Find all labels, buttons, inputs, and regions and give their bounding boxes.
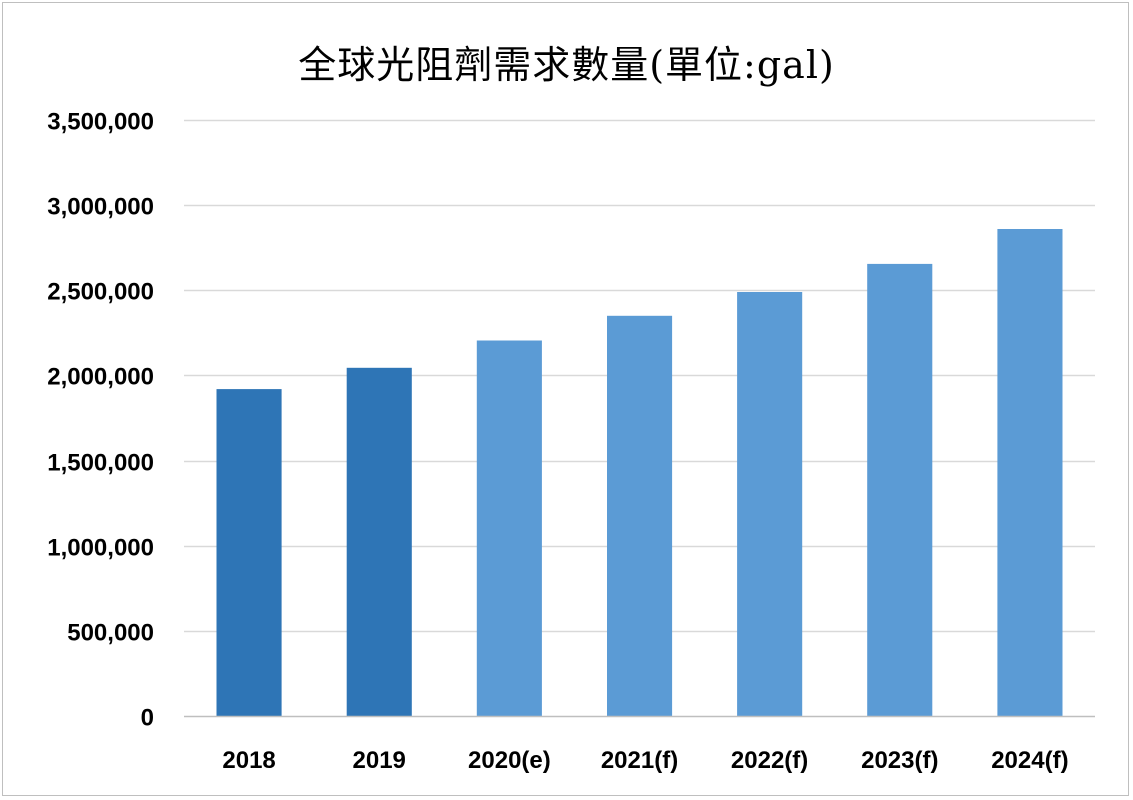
y-tick-label: 1,500,000 [47, 450, 154, 477]
x-tick-label: 2022(f) [731, 747, 808, 774]
bars [216, 229, 1063, 716]
y-tick-labels: 0 500,000 1,000,000 1,500,000 2,000,000 2,500… [47, 109, 154, 732]
x-tick-label: 2021(f) [601, 747, 678, 774]
x-tick-label: 2019 [353, 747, 406, 774]
bar-2022(f) [737, 292, 803, 716]
y-tick-label: 0 [141, 705, 154, 732]
x-tick-label: 2018 [222, 747, 275, 774]
bar-2018 [216, 389, 282, 716]
y-tick-label: 3,500,000 [47, 109, 154, 136]
y-tick-label: 3,000,000 [47, 194, 154, 221]
y-tick-label: 500,000 [67, 620, 154, 647]
x-tick-label: 2023(f) [861, 747, 938, 774]
bar-2020(e) [476, 340, 542, 716]
y-tick-label: 2,500,000 [47, 279, 154, 306]
bar-2021(f) [607, 315, 673, 716]
bar-2019 [346, 367, 412, 716]
x-tick-label: 2020(e) [468, 747, 551, 774]
chart-title: 全球光阻劑需求數量(單位:gal) [298, 43, 835, 87]
x-tick-labels: 2018 2019 2020(e) 2021(f) 2022(f) 2023(f) 2024… [222, 747, 1068, 774]
bar-2024(f) [997, 229, 1063, 716]
y-tick-label: 1,000,000 [47, 535, 154, 562]
bar-2023(f) [867, 263, 933, 716]
y-tick-label: 2,000,000 [47, 364, 154, 391]
x-tick-label: 2024(f) [991, 747, 1068, 774]
